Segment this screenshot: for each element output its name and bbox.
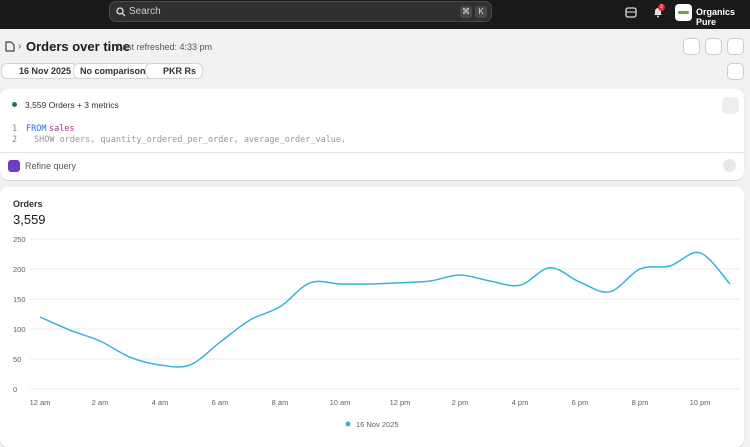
x-tick-label: 4 am [152, 398, 169, 407]
query-card: 3,559 Orders + 3 metrics 1 2 FROM sales … [0, 89, 744, 180]
line-number: 2 [12, 135, 18, 145]
shortcut-key: ⌘ [460, 6, 472, 18]
data-line [39, 251, 731, 368]
chart: 0 50 100 150 200 250 12 am 2 am 4 am 6 am 8 am 10 a… [13, 235, 740, 429]
notification-badge: 2 [658, 4, 665, 11]
code-keyword: FROM [26, 124, 47, 134]
status-dot [12, 102, 17, 107]
code-table: sales [49, 124, 75, 134]
refresh-button[interactable] [683, 38, 700, 55]
x-tick-label: 8 am [272, 398, 289, 407]
comparison-filter[interactable]: No comparison [73, 63, 153, 79]
chart-title: Orders [13, 199, 43, 209]
ai-icon [8, 160, 20, 172]
code-line: SHOW orders, quantity_ordered_per_order,… [34, 135, 347, 145]
x-tick-label: 12 am [30, 398, 51, 407]
x-tick-label: 6 pm [572, 398, 589, 407]
y-tick-label: 0 [13, 385, 17, 394]
submit-button[interactable] [723, 159, 736, 172]
chart-card: Orders 3,559 [0, 187, 744, 447]
refresh-time: Last refreshed: 4:33 pm [117, 42, 213, 52]
refine-query[interactable]: Refine query [25, 161, 77, 171]
x-tick-label: 2 pm [452, 398, 469, 407]
search-placeholder: Search [129, 6, 161, 17]
store-icon[interactable] [625, 6, 637, 18]
more-button[interactable] [727, 38, 744, 55]
collapse-button[interactable] [722, 97, 739, 114]
x-tick-label: 12 pm [390, 398, 411, 407]
currency-filter[interactable]: PKR Rs [145, 63, 204, 79]
settings-button[interactable] [727, 63, 744, 80]
date-filter[interactable]: 16 Nov 2025 [1, 63, 79, 79]
store-logo [675, 4, 692, 21]
x-tick-label: 10 am [330, 398, 351, 407]
chart-total: 3,559 [13, 212, 46, 227]
report-icon [5, 41, 15, 52]
y-tick-label: 200 [13, 265, 26, 274]
info-button[interactable] [705, 38, 722, 55]
y-tick-label: 100 [13, 325, 26, 334]
y-tick-label: 50 [13, 355, 21, 364]
breadcrumb-separator: › [18, 41, 22, 52]
x-tick-label: 2 am [92, 398, 109, 407]
search-icon [116, 7, 126, 17]
legend-swatch [345, 421, 351, 427]
y-tick-label: 150 [13, 295, 26, 304]
legend-label: 16 Nov 2025 [356, 420, 399, 429]
store-name[interactable]: Organics Pure [696, 7, 736, 27]
page-title: Orders over time [26, 39, 131, 54]
line-number: 1 [12, 124, 18, 134]
x-tick-label: 4 pm [512, 398, 529, 407]
shortcut-key: K [475, 6, 487, 18]
search-bar[interactable]: Search ⌘ K [109, 1, 492, 22]
x-tick-label: 8 pm [632, 398, 649, 407]
y-tick-label: 250 [13, 235, 26, 244]
x-tick-label: 6 am [212, 398, 229, 407]
query-summary: 3,559 Orders + 3 metrics [25, 100, 119, 110]
x-tick-label: 10 pm [690, 398, 711, 407]
